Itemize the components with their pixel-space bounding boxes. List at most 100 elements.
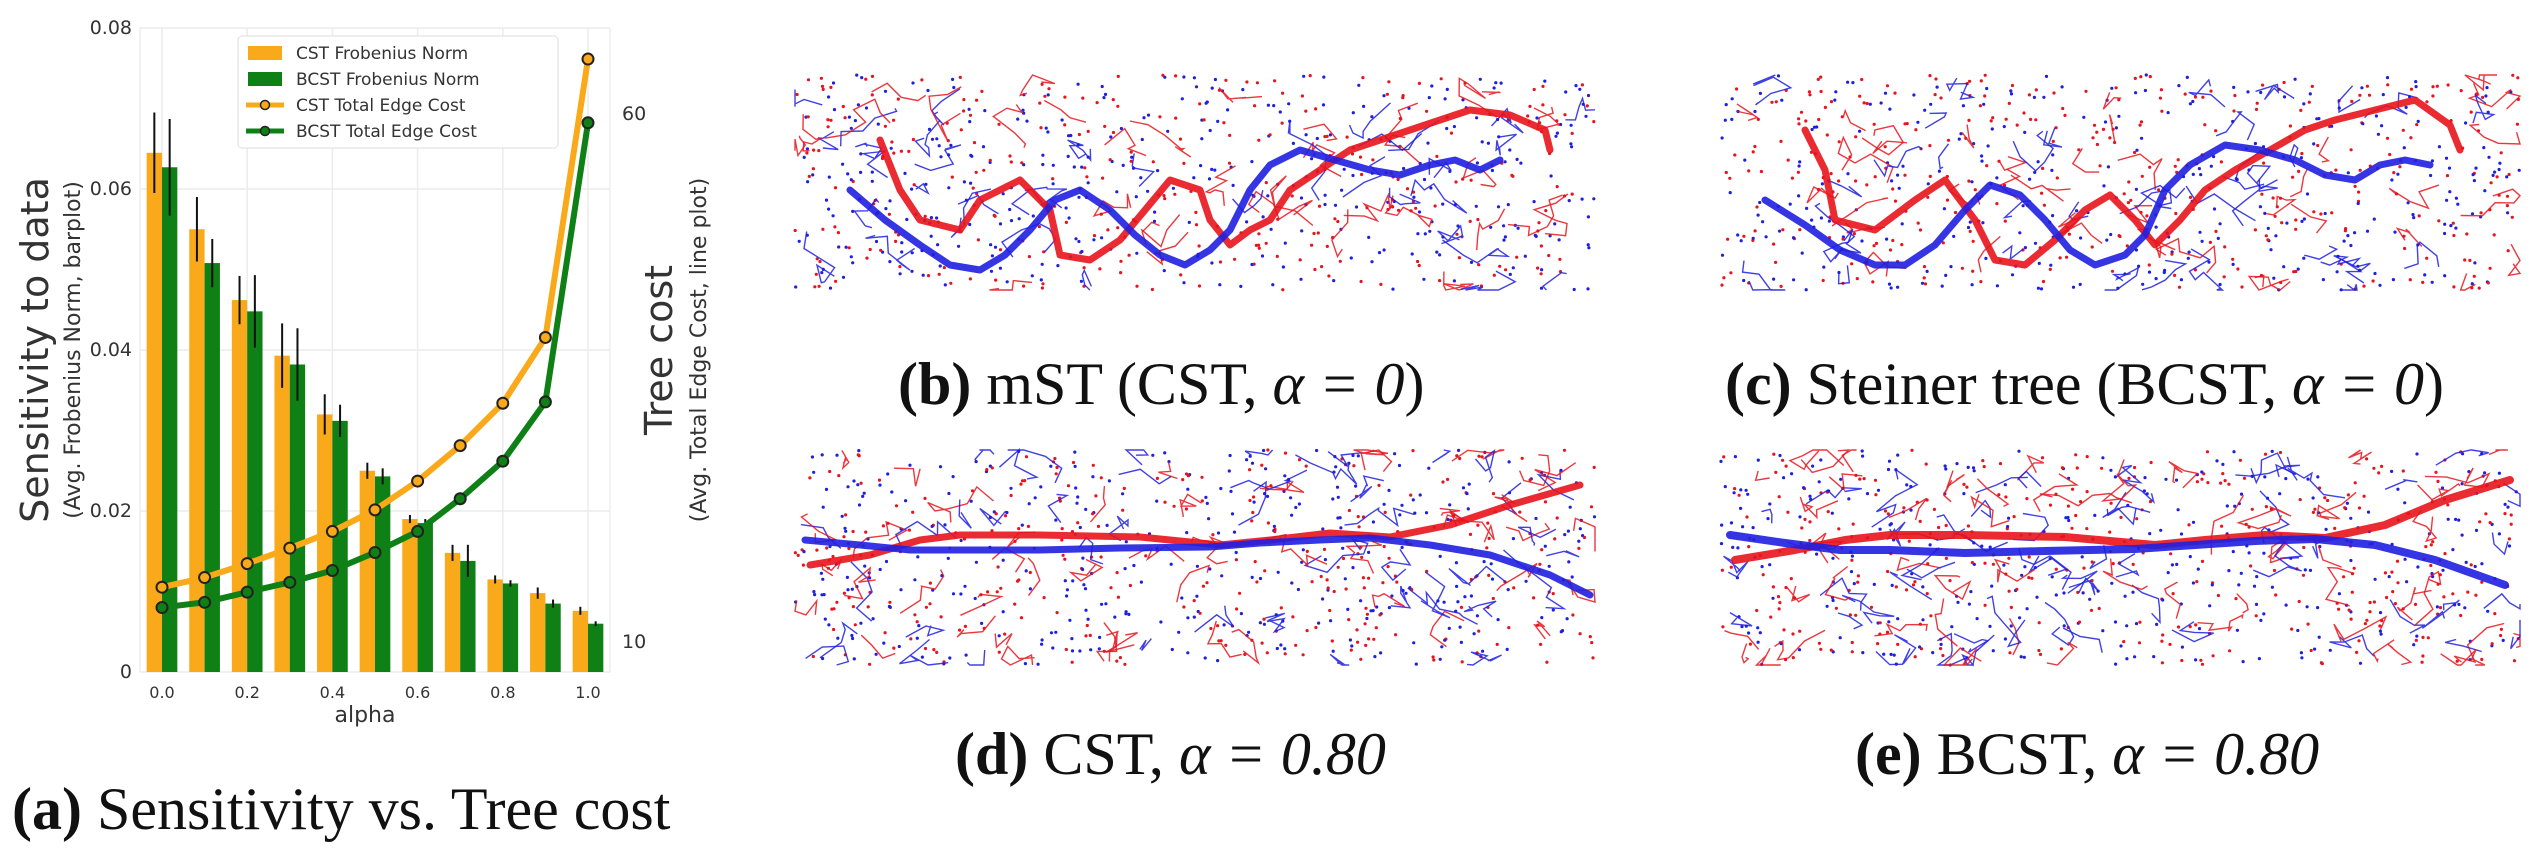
tree-branch	[1244, 449, 1274, 456]
data-point	[2288, 124, 2292, 128]
data-point	[1042, 596, 1046, 600]
data-point	[2227, 569, 2231, 573]
caption-e-text: BCST,	[1936, 721, 2113, 787]
tree-branch	[2253, 540, 2302, 578]
data-point	[1008, 207, 1012, 212]
data-point	[2507, 544, 2512, 548]
data-point	[1381, 581, 1385, 585]
data-point	[1427, 466, 1431, 470]
data-point	[2060, 85, 2064, 89]
data-point	[2003, 637, 2007, 641]
data-point	[1779, 284, 1783, 288]
data-point	[1854, 613, 1858, 617]
data-point	[1512, 586, 1516, 590]
data-point	[1820, 182, 1824, 186]
data-point	[1351, 111, 1355, 115]
data-point	[1305, 549, 1309, 553]
data-point	[2117, 98, 2121, 102]
data-point	[1178, 137, 1183, 141]
data-point	[823, 617, 827, 621]
data-point	[1290, 581, 1294, 585]
data-point	[856, 483, 860, 487]
data-point	[1387, 606, 1391, 610]
data-point	[2166, 111, 2170, 115]
data-point	[2269, 248, 2273, 252]
data-point	[1365, 612, 1369, 616]
data-point	[2066, 504, 2070, 508]
data-point	[1054, 630, 1058, 634]
data-point	[1435, 250, 1439, 254]
data-point	[1198, 611, 1202, 615]
data-point	[1224, 78, 1228, 82]
data-point	[2266, 238, 2270, 242]
tree-branch	[1442, 271, 1474, 291]
data-point	[1850, 558, 1854, 562]
data-point	[1101, 176, 1105, 180]
tree-branch	[2265, 195, 2298, 216]
data-point	[1548, 234, 1552, 238]
tree-branch	[1429, 610, 1465, 648]
data-point	[1229, 489, 1233, 493]
data-point	[2071, 285, 2076, 289]
data-point	[909, 637, 913, 641]
tree-branch	[1460, 270, 1517, 291]
data-point	[983, 109, 987, 113]
cst-bar	[359, 470, 375, 672]
data-point	[821, 577, 825, 581]
data-point	[1038, 101, 1042, 105]
data-point	[1370, 115, 1374, 119]
tree-branch	[1533, 106, 1561, 131]
data-point	[2430, 280, 2434, 284]
data-point	[1273, 79, 1277, 83]
data-point	[1982, 102, 1986, 106]
data-point	[2440, 486, 2445, 490]
data-point	[832, 607, 836, 611]
data-point	[1981, 459, 1985, 463]
caption-d-label: (d)	[955, 721, 1029, 787]
data-point	[2363, 622, 2367, 626]
data-point	[2437, 219, 2441, 223]
data-point	[1417, 263, 1421, 268]
data-point	[974, 170, 978, 174]
data-point	[2501, 638, 2505, 642]
data-point	[2225, 504, 2229, 508]
data-point	[903, 171, 907, 175]
data-point	[1802, 486, 1806, 490]
data-point	[2413, 602, 2418, 606]
data-point	[1040, 642, 1044, 646]
data-point	[805, 151, 809, 155]
data-point	[1269, 227, 1273, 231]
data-point	[1900, 243, 1904, 247]
tree-branch	[2440, 648, 2486, 666]
cst-bar	[146, 152, 162, 672]
data-point	[2126, 201, 2130, 205]
data-point	[2148, 500, 2153, 504]
data-point	[2188, 625, 2192, 629]
tree-branch	[1140, 214, 1181, 248]
data-point	[1874, 241, 1879, 245]
data-point	[2023, 565, 2027, 569]
data-point	[1350, 644, 1354, 648]
data-point	[844, 529, 848, 533]
data-point	[1955, 462, 1959, 466]
data-point	[1468, 219, 1472, 223]
data-point	[1290, 513, 1294, 517]
tree-branch	[2316, 491, 2357, 521]
data-point	[892, 118, 896, 122]
data-point	[1352, 464, 1356, 468]
data-point	[1972, 142, 1976, 146]
data-point	[793, 551, 797, 555]
data-point	[2257, 657, 2261, 661]
bcst-cost-point	[368, 545, 382, 559]
tree-branch	[1741, 260, 1786, 291]
data-point	[1222, 121, 1226, 125]
data-point	[810, 455, 814, 459]
data-point	[2137, 264, 2141, 268]
data-point	[1017, 217, 1021, 221]
data-point	[888, 605, 892, 609]
data-point	[910, 269, 914, 273]
data-point	[2125, 244, 2129, 248]
data-point	[2200, 559, 2205, 563]
data-point	[1921, 618, 1925, 622]
data-point	[1486, 521, 1490, 525]
